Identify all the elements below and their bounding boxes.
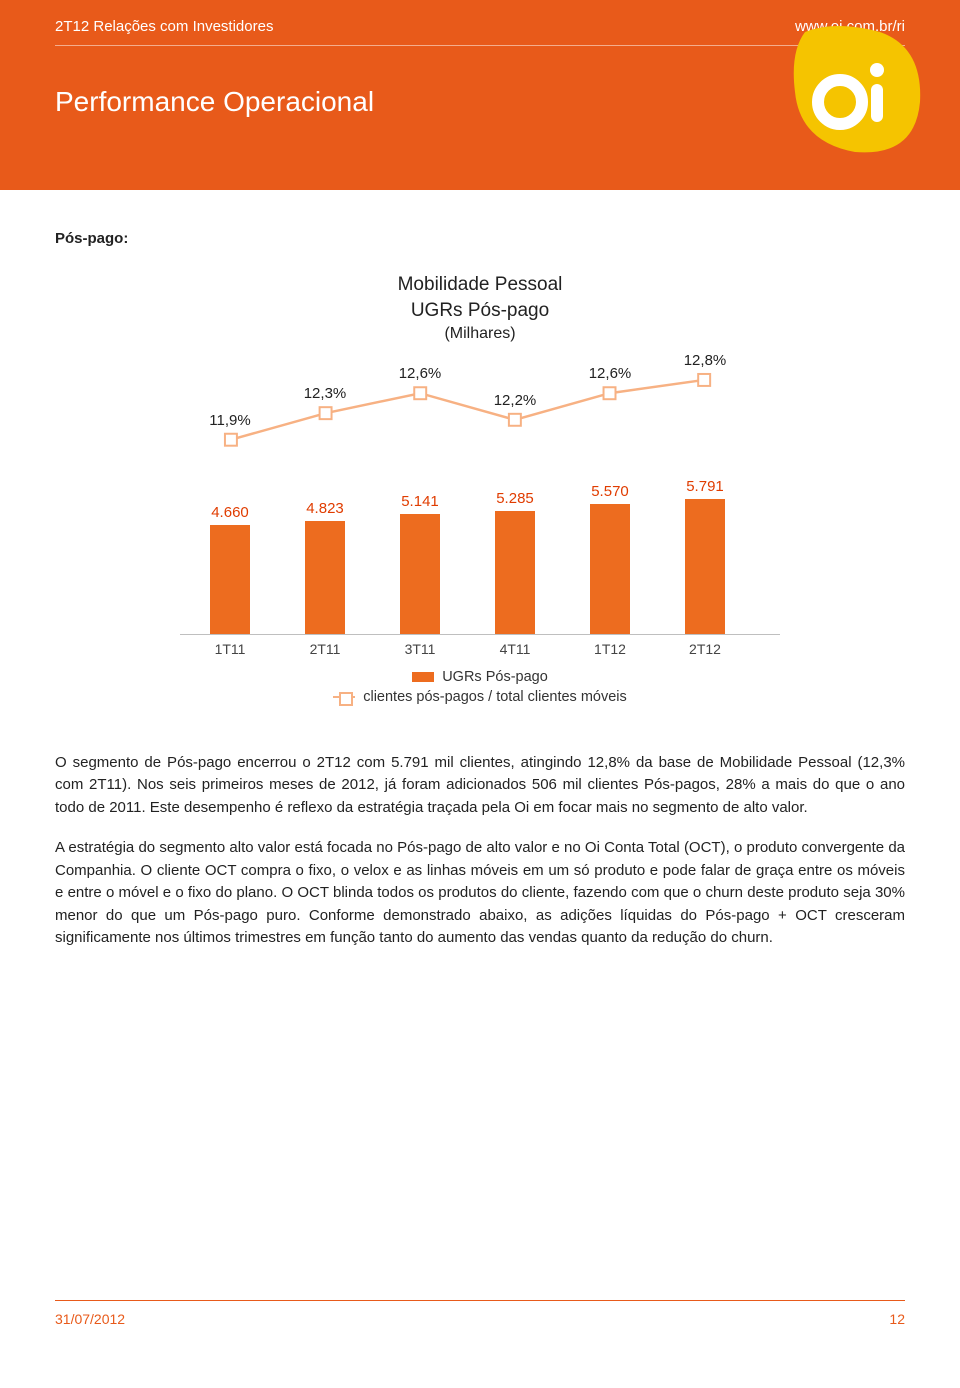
chart-column: 5.791 [675,478,735,634]
chart-title-line1: Mobilidade Pessoal [180,272,780,298]
line-value-label: 12,3% [295,385,355,402]
chart-title-sub: (Milhares) [180,323,780,345]
chart-title: Mobilidade Pessoal UGRs Pós-pago (Milhar… [180,272,780,345]
line-value-label: 12,2% [485,392,545,409]
oi-logo [785,22,925,162]
chart-title-line2: UGRs Pós-pago [180,298,780,324]
chart-bar [210,525,250,634]
footer-page: 12 [889,1311,905,1327]
section-label: Pós-pago: [55,230,905,247]
bar-value-label: 5.791 [675,478,735,495]
line-value-label: 12,6% [390,365,450,382]
x-axis-label: 3T11 [390,641,450,657]
chart-column: 5.285 [485,490,545,634]
x-axis-label: 2T11 [295,641,355,657]
legend-item-line: clientes pós-pagos / total clientes móve… [333,689,627,705]
chart-plot-area: 4.660 11,9% 4.823 12,3% 5.141 12,6% 5.285 12,2%… [180,365,780,635]
header-left: 2T12 Relações com Investidores [55,18,273,35]
bar-value-label: 5.285 [485,490,545,507]
legend2-label: clientes pós-pagos / total clientes móve… [363,689,627,705]
chart-column: 4.823 [295,500,355,634]
paragraph-2: A estratégia do segmento alto valor está… [55,837,905,950]
legend1-label: UGRs Pós-pago [442,669,548,685]
chart-column: 4.660 [200,504,260,634]
line-value-label: 12,6% [580,365,640,382]
body-text: O segmento de Pós-pago encerrou o 2T12 c… [55,752,905,950]
header-banner: 2T12 Relações com Investidores www.oi.co… [0,0,960,190]
x-axis-label: 1T11 [200,641,260,657]
chart-column: 5.570 [580,483,640,634]
bar-value-label: 5.141 [390,493,450,510]
chart-column: 5.141 [390,493,450,634]
chart-bar [400,514,440,634]
bar-value-label: 4.660 [200,504,260,521]
chart-bar [495,511,535,634]
footer-date: 31/07/2012 [55,1311,125,1327]
chart-bar [590,504,630,634]
bar-value-label: 4.823 [295,500,355,517]
legend-item-bars: UGRs Pós-pago [412,669,548,685]
x-axis-label: 4T11 [485,641,545,657]
chart-bar [305,521,345,634]
x-axis-label: 1T12 [580,641,640,657]
line-swatch-icon [333,691,355,703]
chart-container: Mobilidade Pessoal UGRs Pós-pago (Milhar… [180,272,780,707]
page-footer: 31/07/2012 12 [55,1300,905,1347]
bar-value-label: 5.570 [580,483,640,500]
chart-x-axis: 1T11 2T11 3T11 4T11 1T12 2T12 [180,641,780,657]
chart-legend: UGRs Pós-pago clientes pós-pagos / total… [180,667,780,707]
line-value-label: 11,9% [200,412,260,429]
paragraph-1: O segmento de Pós-pago encerrou o 2T12 c… [55,752,905,820]
x-axis-label: 2T12 [675,641,735,657]
chart-bar [685,499,725,634]
bar-swatch-icon [412,672,434,682]
line-value-label: 12,8% [675,352,735,369]
